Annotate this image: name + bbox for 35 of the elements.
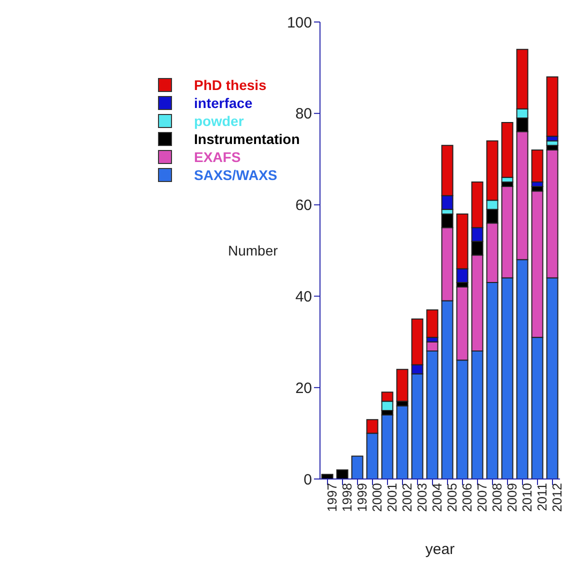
x-tick-label: 2001: [384, 483, 400, 512]
x-tick-label: 2004: [430, 483, 445, 512]
legend-label: SAXS/WAXS: [194, 166, 278, 184]
x-tick-label: 2012: [550, 483, 565, 512]
x-tick-label: 2009: [504, 483, 520, 512]
x-tick-label: 1998: [340, 483, 355, 512]
y-tick-label: 60: [295, 197, 312, 214]
x-tick-label: 2003: [414, 483, 430, 512]
bar: [381, 414, 394, 479]
y-tick-label: 20: [295, 380, 312, 397]
x-tick-label: 2000: [370, 483, 385, 512]
x-tick-label: 2010: [520, 483, 535, 512]
bar: [351, 456, 364, 479]
x-tick-label: 1997: [324, 483, 340, 512]
y-axis-title: Number: [228, 242, 278, 258]
x-tick-label: 1999: [354, 483, 370, 512]
x-axis-title: year: [425, 541, 455, 558]
bar: [396, 405, 408, 479]
legend-label: powder: [194, 112, 244, 130]
x-tick-label: 2011: [534, 483, 550, 511]
x-tick-label: 2005: [444, 483, 460, 512]
bar: [321, 474, 334, 479]
x-tick-label: 2006: [460, 483, 475, 512]
y-tick-label: 100: [286, 14, 312, 32]
x-tick-label: 2007: [474, 483, 490, 512]
legend-label: interface: [194, 94, 252, 112]
legend-label: EXAFS: [194, 148, 241, 166]
x-tick-label: 2008: [490, 483, 505, 512]
legend-label: Instrumentation: [194, 130, 300, 148]
bar: [336, 469, 348, 479]
y-tick-label: 0: [304, 471, 312, 488]
x-tick-label: 2002: [400, 483, 415, 512]
y-tick-label: 80: [295, 106, 312, 123]
legend-label: PhD thesis: [194, 76, 266, 94]
y-tick-label: 40: [295, 288, 312, 306]
